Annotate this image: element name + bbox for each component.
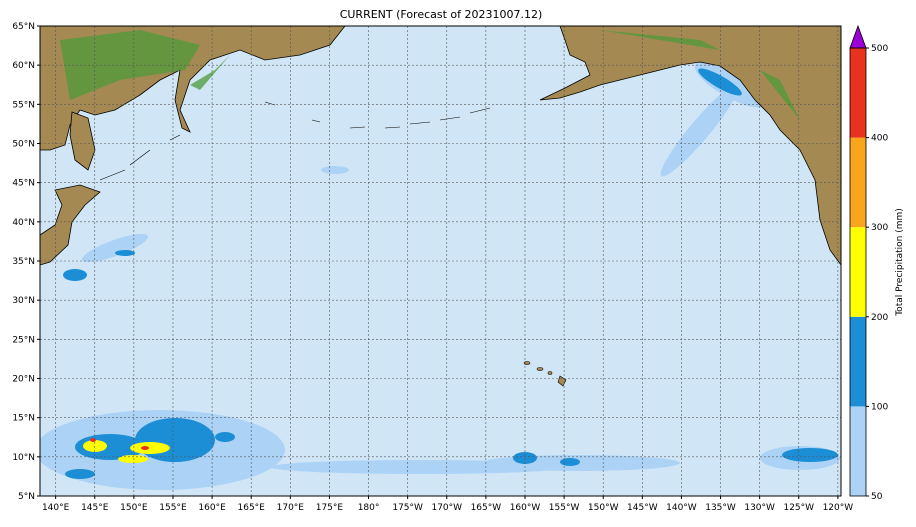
x-tick-label: 155°W <box>549 503 580 513</box>
x-tick-label: 145°E <box>81 503 109 513</box>
colorbar-band <box>850 137 866 228</box>
y-tick-label: 40°N <box>12 218 35 228</box>
land-hokkaido <box>69 111 96 171</box>
x-tick-label: 140°W <box>666 503 697 513</box>
x-tick-label: 140°E <box>42 503 70 513</box>
colorbar-band <box>850 48 866 138</box>
y-tick-label: 55°N <box>12 100 35 110</box>
x-tick-label: 165°W <box>471 503 502 513</box>
x-tick-label: 170°W <box>431 503 462 513</box>
x-tick-label: 160°W <box>510 503 541 513</box>
colorbar-tick-label: 400 <box>871 134 888 144</box>
colorbar-tick-label: 50 <box>871 492 883 502</box>
x-tick-label: 180° <box>358 503 380 513</box>
x-tick-label: 175°W <box>392 503 423 513</box>
x-tick-label: 160°E <box>198 503 226 513</box>
y-tick-label: 45°N <box>12 179 35 189</box>
graticule: 140°E 145°E 150°E 155°E 160°E 165°E 170°E 175°E… <box>12 22 853 513</box>
y-tick-label: 65°N <box>12 22 35 32</box>
colorbar-extend <box>849 24 867 49</box>
y-tick-label: 60°N <box>12 61 35 71</box>
x-tick-label: 175°E <box>316 503 344 513</box>
y-tick-label: 25°N <box>12 335 35 345</box>
colorbar-band <box>850 406 866 496</box>
x-tick-label: 125°W <box>783 503 814 513</box>
x-tick-label: 165°E <box>238 503 266 513</box>
colorbar-band <box>850 227 866 317</box>
precipitation-areas <box>40 62 840 490</box>
colorbar-frame <box>849 47 867 497</box>
colorbar: 50 100 200 300 400 500 <box>849 24 888 502</box>
colorbar-tick-label: 100 <box>871 402 888 412</box>
y-tick-label: 20°N <box>12 375 35 385</box>
y-tick-label: 30°N <box>12 296 35 306</box>
colorbar-tick-label: 200 <box>871 313 888 323</box>
colorbar-label: Total Precipitation (mm) <box>895 208 905 317</box>
x-tick-label: 155°E <box>159 503 187 513</box>
map-title: CURRENT (Forecast of 20231007.12) <box>340 8 543 21</box>
y-tick-label: 10°N <box>12 453 35 463</box>
y-tick-label: 50°N <box>12 140 35 150</box>
x-tick-label: 120°W <box>823 503 854 513</box>
colorbar-tick-label: 500 <box>871 44 888 54</box>
x-tick-label: 150°W <box>588 503 619 513</box>
map-frame <box>39 25 842 497</box>
y-tick-label: 35°N <box>12 257 35 267</box>
x-tick-label: 130°W <box>744 503 775 513</box>
y-tick-label: 15°N <box>12 414 35 424</box>
colorbar-tick-label: 300 <box>871 223 888 233</box>
x-tick-label: 170°E <box>277 503 305 513</box>
colorbar-band <box>850 316 866 407</box>
x-tick-label: 150°E <box>120 503 148 513</box>
x-tick-label: 145°W <box>627 503 658 513</box>
x-tick-label: 135°W <box>705 503 736 513</box>
y-tick-label: 5°N <box>18 492 35 502</box>
